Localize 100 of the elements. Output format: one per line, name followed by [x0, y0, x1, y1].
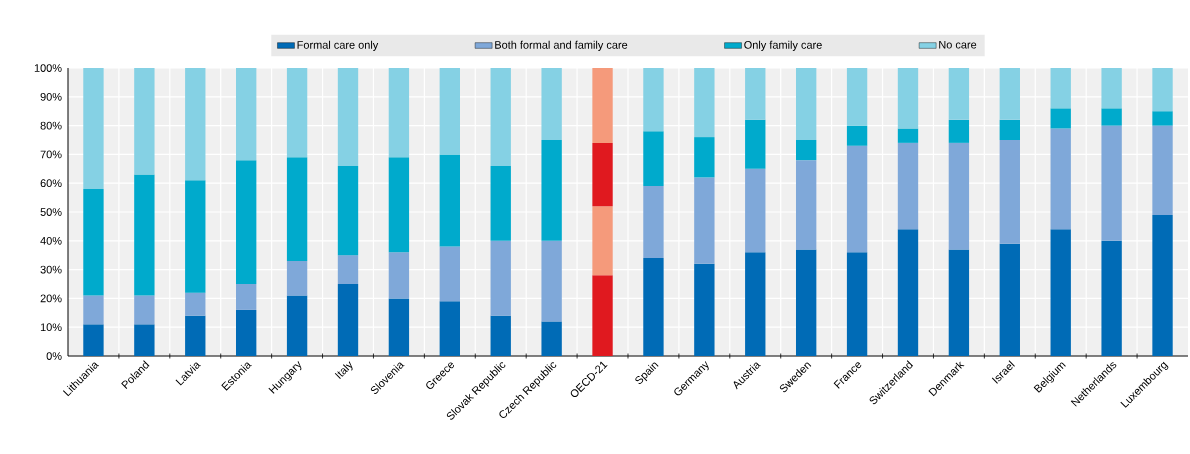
bar: [1050, 229, 1071, 356]
bar: [745, 168, 766, 253]
bar: [490, 68, 511, 166]
bar: [490, 315, 511, 356]
bar: [999, 119, 1020, 140]
y-tick-label: 50%: [40, 208, 62, 216]
bar: [1050, 108, 1071, 129]
bar: [83, 295, 104, 325]
bar: [694, 263, 715, 356]
bar: [337, 284, 359, 356]
bar: [1101, 68, 1122, 109]
bar: [592, 68, 613, 143]
bar: [134, 68, 155, 175]
bar: [337, 255, 359, 284]
bar: [948, 119, 970, 143]
bar: [694, 137, 715, 178]
y-tick-label: 60%: [40, 179, 62, 188]
bar: [1152, 125, 1173, 215]
bar: [1152, 68, 1173, 112]
bar: [846, 145, 868, 253]
bar: [439, 301, 460, 356]
bar: [1101, 108, 1122, 126]
bar: [643, 186, 664, 259]
bar: [439, 68, 460, 155]
bar: [236, 284, 257, 310]
bar: [643, 68, 664, 132]
legend-label: Both formal and family care: [495, 40, 628, 51]
y-tick-label: 40%: [40, 236, 62, 245]
bar: [795, 68, 817, 140]
y-tick-label: 20%: [40, 294, 62, 303]
bar: [999, 68, 1020, 120]
bar: [490, 165, 511, 241]
bar: [897, 128, 919, 143]
bar: [795, 160, 817, 250]
bar: [592, 275, 613, 356]
bar: [185, 180, 206, 293]
bar: [643, 131, 664, 187]
bar: [185, 315, 206, 356]
bar: [1050, 68, 1071, 109]
bar: [541, 321, 562, 356]
y-tick-label: 80%: [40, 121, 62, 130]
bar: [236, 160, 257, 284]
bar: [745, 252, 766, 356]
y-tick-label: 100%: [34, 64, 62, 72]
bar: [1152, 214, 1173, 356]
x-tick-label: Italy: [334, 361, 353, 379]
bar: [541, 240, 562, 322]
bar: [236, 68, 257, 161]
bar: [439, 154, 460, 247]
bar: [286, 68, 308, 158]
bar: [1152, 111, 1173, 126]
bar: [795, 140, 817, 161]
bar: [999, 140, 1020, 244]
bar: [999, 243, 1020, 356]
bar: [694, 177, 715, 264]
bar: [337, 165, 359, 256]
bar: [286, 295, 308, 356]
legend-label: Formal care only: [297, 40, 379, 51]
y-tick-label: 90%: [40, 92, 62, 101]
bar: [948, 68, 970, 120]
bar: [286, 260, 308, 296]
bar: [897, 68, 919, 129]
bar: [592, 142, 613, 207]
bar: [439, 246, 460, 302]
bar: [134, 324, 155, 356]
y-tick-label: 10%: [40, 323, 62, 332]
bar: [388, 298, 410, 356]
bar: [83, 188, 104, 296]
bar: [83, 68, 104, 189]
bar: [948, 142, 970, 250]
bar: [897, 142, 919, 230]
bar: [846, 68, 868, 126]
y-tick-label: 70%: [40, 150, 62, 159]
bar: [185, 68, 206, 181]
y-tick-label: 0%: [46, 352, 62, 360]
bar: [1050, 128, 1071, 230]
bar: [286, 157, 308, 261]
bar: [388, 157, 410, 253]
y-tick-label: 30%: [40, 265, 62, 274]
bar: [846, 125, 868, 146]
legend-label: Only family care: [744, 40, 822, 51]
bar: [1101, 125, 1122, 241]
bar: [236, 309, 257, 356]
bar: [643, 258, 664, 356]
bar: [745, 119, 766, 169]
bar: [337, 68, 359, 166]
bar: [846, 252, 868, 356]
bar: [83, 324, 104, 356]
legend-label: No care: [939, 40, 977, 49]
bar: [948, 249, 970, 356]
bar: [541, 140, 562, 241]
bar: [185, 292, 206, 316]
bar: [388, 252, 410, 299]
bar: [795, 249, 817, 356]
bar: [694, 68, 715, 138]
bar: [541, 68, 562, 140]
bar: [592, 206, 613, 276]
bar: [388, 68, 410, 158]
bar: [490, 240, 511, 316]
bar: [134, 174, 155, 296]
